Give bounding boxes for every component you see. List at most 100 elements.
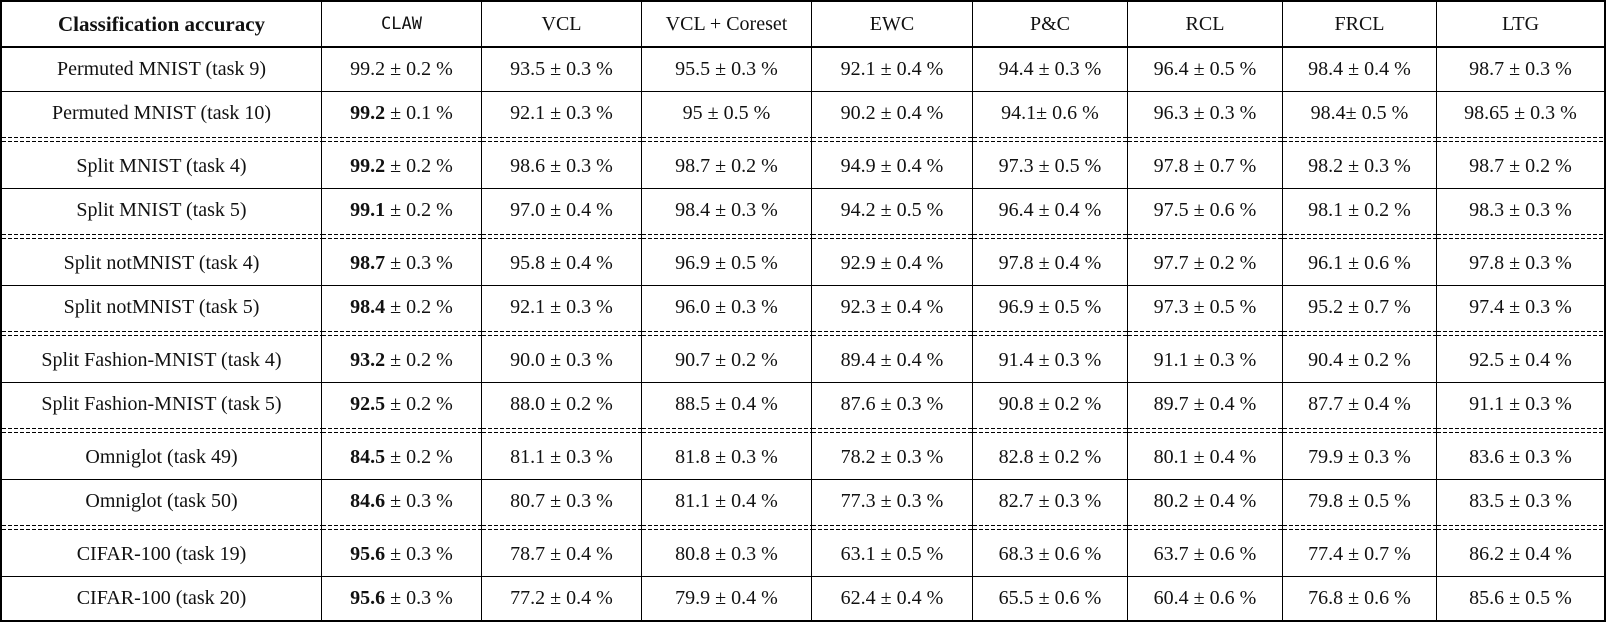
cell-vcl: 81.1 ± 0.3 % [482, 436, 642, 479]
cell-claw: 92.5 ± 0.2 % [322, 383, 482, 426]
cell-vcl-coreset: 79.9 ± 0.4 % [642, 577, 812, 620]
table-row: CIFAR-100 (task 20) 95.6 ± 0.3 % 77.2 ± 0… [2, 576, 1604, 620]
cell-vcl-coreset: 96.9 ± 0.5 % [642, 242, 812, 285]
cell-vcl: 80.7 ± 0.3 % [482, 480, 642, 523]
cell-ltg: 85.6 ± 0.5 % [1469, 587, 1572, 609]
cell-frcl: 79.9 ± 0.3 % [1283, 436, 1437, 479]
row-label: Split Fashion-MNIST (task 5) [2, 383, 322, 426]
claw-value: 93.2 [350, 349, 386, 371]
cell-vcl: 78.7 ± 0.4 % [482, 533, 642, 576]
cell-vcl: 98.6 ± 0.3 % [482, 145, 642, 188]
cell-pc: 94.1± 0.6 % [973, 92, 1128, 135]
row-label: Split notMNIST (task 5) [2, 286, 322, 329]
header-cell-ltg: LTG [1501, 12, 1540, 35]
claw-pm: ± 0.2 % [390, 296, 453, 318]
claw-pm: ± 0.2 % [390, 393, 453, 415]
cell-vcl-coreset: 98.4 ± 0.3 % [642, 189, 812, 232]
cell-pc: 82.8 ± 0.2 % [973, 436, 1128, 479]
group-separator [2, 135, 1604, 145]
cell-ltg: 92.5 ± 0.4 % [1469, 349, 1572, 371]
table-row: Split notMNIST (task 4) 98.7 ± 0.3 % 95.8… [2, 242, 1604, 285]
cell-rcl: 91.1 ± 0.3 % [1128, 339, 1283, 382]
cell-vcl: 92.1 ± 0.3 % [482, 286, 642, 329]
table-row: Split MNIST (task 5) 99.1 ± 0.2 % 97.0 ± … [2, 188, 1604, 232]
cell-claw: 99.1 ± 0.2 % [322, 189, 482, 232]
row-label: CIFAR-100 (task 20) [2, 577, 322, 620]
cell-pc: 68.3 ± 0.6 % [973, 533, 1128, 576]
header-cell-vcl-coreset: VCL + Coreset [642, 2, 812, 46]
cell-vcl-coreset: 95.5 ± 0.3 % [642, 48, 812, 91]
claw-pm: ± 0.3 % [390, 543, 453, 565]
cell-ewc: 63.1 ± 0.5 % [812, 533, 973, 576]
cell-pc: 65.5 ± 0.6 % [973, 577, 1128, 620]
cell-claw: 95.6 ± 0.3 % [322, 533, 482, 576]
header-cell-pc: P&C [973, 2, 1128, 46]
row-label: Split MNIST (task 5) [2, 189, 322, 232]
cell-claw: 98.7 ± 0.3 % [322, 242, 482, 285]
group-separator [2, 232, 1604, 242]
cell-rcl: 96.3 ± 0.3 % [1128, 92, 1283, 135]
cell-ltg: 98.3 ± 0.3 % [1469, 199, 1572, 221]
cell-frcl: 95.2 ± 0.7 % [1283, 286, 1437, 329]
cell-rcl: 97.3 ± 0.5 % [1128, 286, 1283, 329]
header-cell-ewc: EWC [812, 2, 973, 46]
cell-ewc: 94.2 ± 0.5 % [812, 189, 973, 232]
table-row: Split Fashion-MNIST (task 4) 93.2 ± 0.2 %… [2, 339, 1604, 382]
cell-rcl: 97.5 ± 0.6 % [1128, 189, 1283, 232]
cell-pc: 91.4 ± 0.3 % [973, 339, 1128, 382]
cell-claw: 95.6 ± 0.3 % [322, 577, 482, 620]
cell-ltg: 98.7 ± 0.3 % [1469, 58, 1572, 80]
table-row: Omniglot (task 50) 84.6 ± 0.3 % 80.7 ± 0.… [2, 479, 1604, 523]
claw-value: 92.5 [350, 393, 386, 415]
cell-pc: 97.8 ± 0.4 % [973, 242, 1128, 285]
cell-ewc: 62.4 ± 0.4 % [812, 577, 973, 620]
cell-ewc: 90.2 ± 0.4 % [812, 92, 973, 135]
cell-frcl: 90.4 ± 0.2 % [1283, 339, 1437, 382]
table-row: Permuted MNIST (task 10) 99.2 ± 0.1 % 92.… [2, 91, 1604, 135]
header-cell-frcl: FRCL [1283, 2, 1437, 46]
claw-value: 99.2 [350, 58, 386, 80]
cell-vcl-coreset: 81.8 ± 0.3 % [642, 436, 812, 479]
claw-pm: ± 0.2 % [390, 349, 453, 371]
claw-pm: ± 0.3 % [390, 252, 453, 274]
cell-ewc: 94.9 ± 0.4 % [812, 145, 973, 188]
claw-value: 99.1 [350, 199, 386, 221]
cell-claw: 99.2 ± 0.1 % [322, 92, 482, 135]
table-header-row: Classification accuracy CLAW VCL VCL + C… [2, 2, 1604, 47]
row-label: CIFAR-100 (task 19) [2, 533, 322, 576]
claw-value: 84.6 [350, 490, 386, 512]
cell-ltg: 86.2 ± 0.4 % [1469, 543, 1572, 565]
cell-rcl: 96.4 ± 0.5 % [1128, 48, 1283, 91]
cell-frcl: 76.8 ± 0.6 % [1283, 577, 1437, 620]
cell-vcl: 93.5 ± 0.3 % [482, 48, 642, 91]
cell-ltg: 98.7 ± 0.2 % [1469, 155, 1572, 177]
claw-pm: ± 0.1 % [390, 102, 453, 124]
cell-frcl: 98.4± 0.5 % [1283, 92, 1437, 135]
cell-frcl: 98.2 ± 0.3 % [1283, 145, 1437, 188]
cell-frcl: 79.8 ± 0.5 % [1283, 480, 1437, 523]
table-row: CIFAR-100 (task 19) 95.6 ± 0.3 % 78.7 ± 0… [2, 533, 1604, 576]
cell-frcl: 96.1 ± 0.6 % [1283, 242, 1437, 285]
cell-vcl-coreset: 98.7 ± 0.2 % [642, 145, 812, 188]
group-separator [2, 426, 1604, 436]
row-label: Split notMNIST (task 4) [2, 242, 322, 285]
row-label: Split MNIST (task 4) [2, 145, 322, 188]
cell-ltg: 83.5 ± 0.3 % [1469, 490, 1572, 512]
claw-pm: ± 0.2 % [390, 155, 453, 177]
claw-value: 98.4 [350, 296, 386, 318]
header-cell-claw: CLAW [322, 2, 482, 46]
cell-pc: 96.9 ± 0.5 % [973, 286, 1128, 329]
cell-vcl-coreset: 96.0 ± 0.3 % [642, 286, 812, 329]
cell-claw: 99.2 ± 0.2 % [322, 48, 482, 91]
claw-value: 99.2 [350, 155, 386, 177]
cell-ewc: 92.3 ± 0.4 % [812, 286, 973, 329]
cell-vcl-coreset: 81.1 ± 0.4 % [642, 480, 812, 523]
row-label: Split Fashion-MNIST (task 4) [2, 339, 322, 382]
cell-vcl: 92.1 ± 0.3 % [482, 92, 642, 135]
claw-pm: ± 0.3 % [390, 587, 453, 609]
cell-vcl-coreset: 90.7 ± 0.2 % [642, 339, 812, 382]
cell-ewc: 77.3 ± 0.3 % [812, 480, 973, 523]
table-row: Split Fashion-MNIST (task 5) 92.5 ± 0.2 %… [2, 382, 1604, 426]
cell-vcl: 97.0 ± 0.4 % [482, 189, 642, 232]
cell-frcl: 98.1 ± 0.2 % [1283, 189, 1437, 232]
